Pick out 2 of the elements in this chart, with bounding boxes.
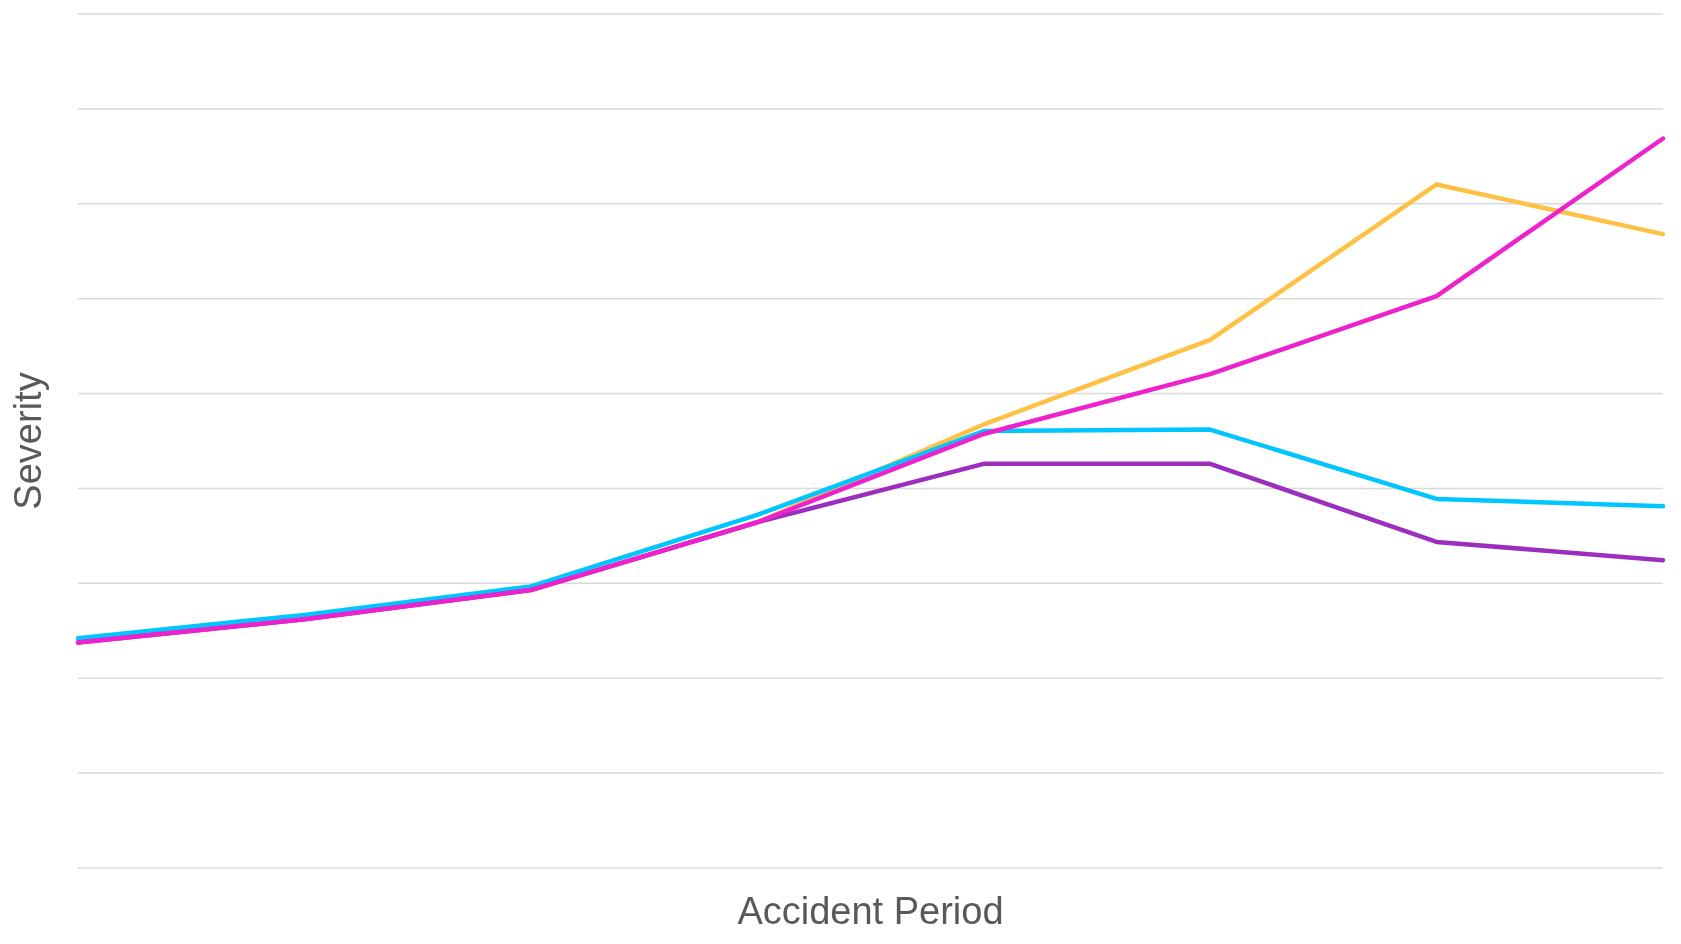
y-axis-title: Severity xyxy=(7,372,50,510)
x-axis-title: Accident Period xyxy=(737,890,1004,932)
